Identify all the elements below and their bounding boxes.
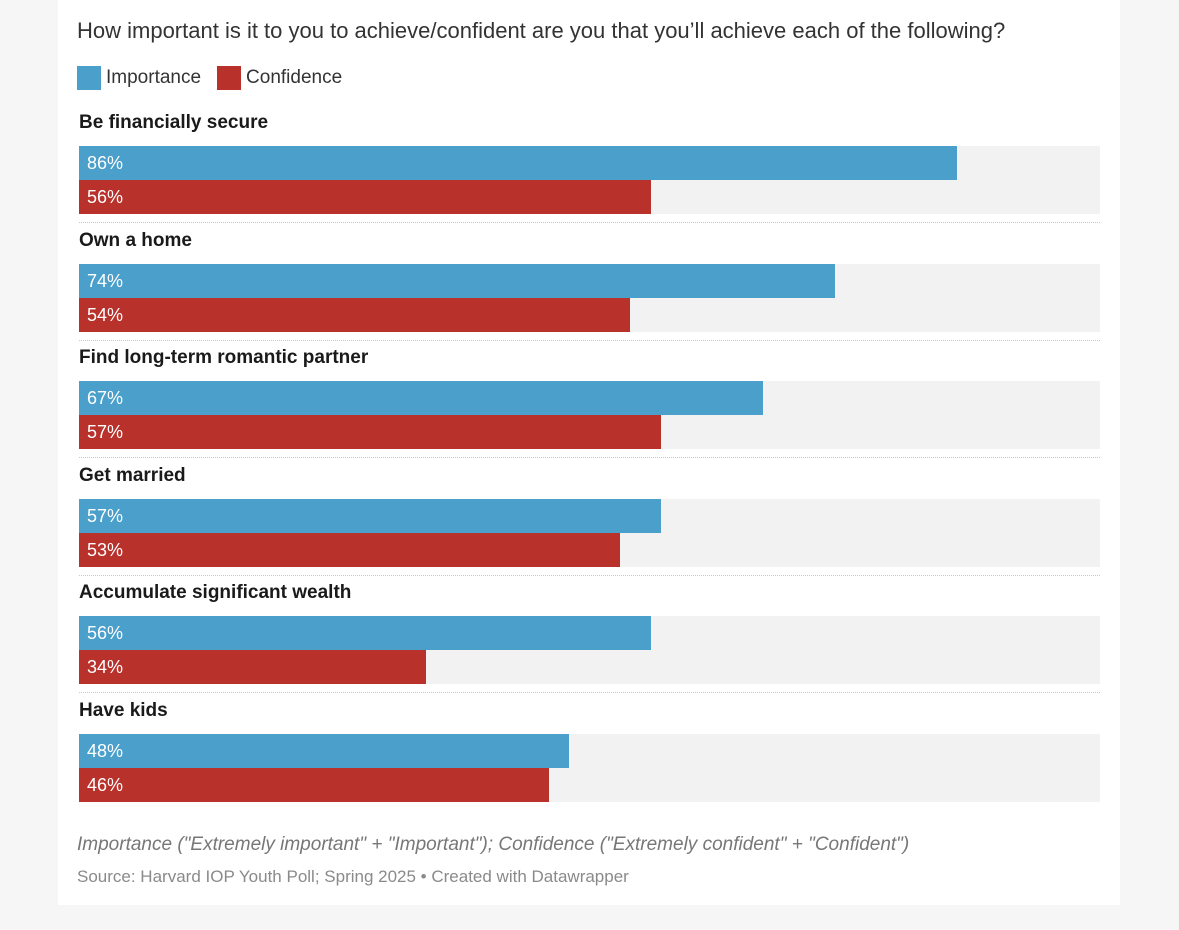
group-divider (79, 457, 1100, 458)
legend-label-confidence: Confidence (246, 67, 343, 88)
bar-value-label: 56% (87, 187, 124, 207)
bar-importance (79, 498, 661, 533)
bar-value-label: 56% (87, 623, 124, 643)
group-divider (79, 692, 1100, 693)
bar-confidence (79, 180, 651, 214)
category-label: Own a home (79, 229, 192, 251)
bar-importance (79, 263, 835, 298)
category-group: Own a home 74% 54% (79, 229, 1100, 341)
chart-title: How important is it to you to achieve/co… (77, 18, 1006, 43)
bar-value-label: 54% (87, 304, 124, 325)
category-label: Find long-term romantic partner (79, 347, 369, 368)
chart-source: Source: Harvard IOP Youth Poll; Spring 2… (77, 867, 629, 886)
bar-value-label: 46% (87, 774, 124, 795)
bar-value-label: 57% (87, 505, 124, 526)
bar-confidence (79, 297, 631, 332)
bar-value-label: 86% (87, 153, 124, 173)
bar-track: 46% (79, 767, 1100, 802)
legend-item-confidence: Confidence (217, 66, 342, 90)
chart-note: Importance ("Extremely important" + "Imp… (77, 834, 910, 855)
bar-confidence (79, 650, 427, 684)
bar-importance (79, 146, 958, 180)
bar-value-label: 74% (87, 270, 124, 291)
bar-confidence (79, 532, 621, 567)
legend: Importance Confidence (77, 66, 358, 90)
bar-importance (79, 381, 764, 415)
category-group: Be financially secure 86% 56% (79, 112, 1100, 223)
bar-importance (79, 616, 651, 650)
legend-swatch-importance (77, 66, 101, 90)
bar-value-label: 67% (87, 388, 124, 408)
category-label: Accumulate significant wealth (79, 582, 352, 603)
group-divider (79, 222, 1100, 223)
legend-item-importance: Importance (77, 66, 201, 90)
bar-track: 57% (79, 415, 1100, 449)
bar-track: 34% (79, 650, 1100, 684)
bar-track: 56% (79, 616, 1100, 650)
bar-track: 86% (79, 146, 1100, 180)
bar-track: 57% (79, 498, 1100, 533)
category-label: Be financially secure (79, 112, 269, 133)
category-label: Have kids (79, 699, 168, 721)
bar-track: 74% (79, 263, 1100, 298)
bar-confidence (79, 415, 661, 449)
bar-track: 53% (79, 532, 1100, 567)
legend-swatch-confidence (217, 66, 242, 90)
bar-track: 56% (79, 180, 1100, 214)
category-group: Get married 57% 53% (79, 464, 1100, 576)
group-divider (79, 339, 1100, 341)
legend-label-importance: Importance (106, 67, 202, 88)
category-group: Find long-term romantic partner 67% 57% (79, 347, 1100, 458)
bar-track: 48% (79, 733, 1100, 768)
bar-value-label: 57% (87, 422, 124, 442)
bar-track: 54% (79, 297, 1100, 332)
category-group: Accumulate significant wealth 56% 34% (79, 582, 1100, 693)
category-group: Have kids 48% 46% (79, 700, 1100, 802)
bar-confidence (79, 767, 549, 802)
bar-value-label: 48% (87, 740, 124, 761)
bar-track: 67% (79, 381, 1100, 415)
bar-value-label: 53% (87, 539, 124, 560)
category-label: Get married (79, 464, 186, 486)
bar-value-label: 34% (87, 657, 124, 677)
group-divider (79, 574, 1100, 576)
bar-importance (79, 733, 570, 768)
